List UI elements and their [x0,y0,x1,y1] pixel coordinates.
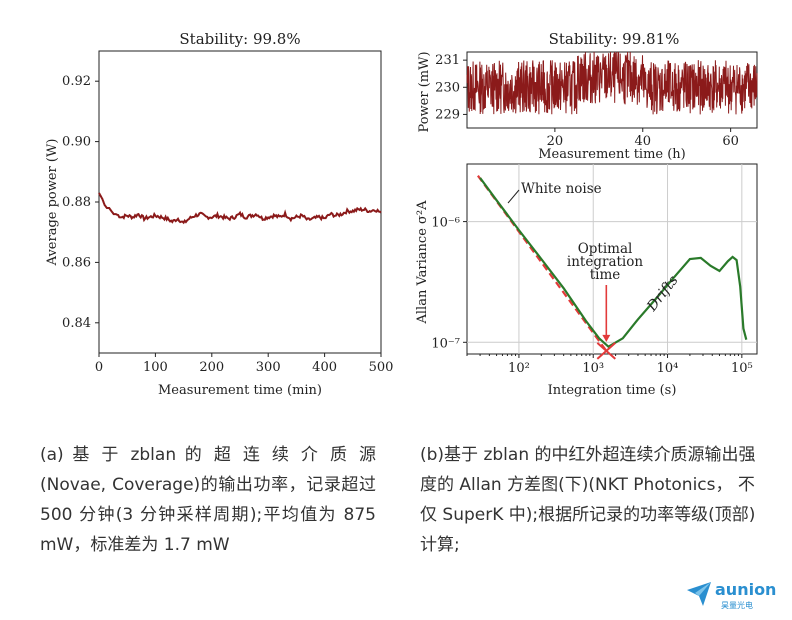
chart-a-x-tick-label: 400 [312,360,337,375]
chart-c-plot-frame [466,163,758,355]
chart-a: Stability: 99.8% 0 100 200 300 400 500 0.840.… [45,30,393,398]
chart-b-top-y-ticks: 229 230 231 [435,53,467,122]
chart-c-x-tick-label: 10⁵ [731,361,753,376]
chart-b-top-ylabel: Power (mW) [417,51,432,132]
aunion-logo-subtext: 昊量光电 [721,600,753,610]
chart-c-x-tick-label: 10³ [582,361,604,376]
chart-c-ylabel: Allan Variance σ²A [415,200,430,325]
chart-c-annotation-optimal: Optimal [578,241,633,257]
chart-a-plot-frame [98,50,382,354]
chart-a-x-tick-label: 500 [369,360,394,375]
caption-b: (b)基于 zblan 的中红外超连续介质源输出强度的 Allan 方差图(下)… [420,445,756,555]
chart-b-top-y-tick-label: 230 [435,80,460,95]
chart-c-annotation-white-noise: White noise [521,181,602,197]
chart-a-ylabel: Average power (W) [45,139,60,267]
chart-a-x-tick-label: 0 [95,360,103,375]
chart-a-series-line [98,192,382,225]
chart-c: 10² 10³ 10⁴ 10⁵ 10⁻⁷ 10⁻⁶ White noise Optima… [415,163,758,398]
figure-canvas: Stability: 99.8% 0 100 200 300 400 500 0.840.… [45,30,758,398]
chart-a-x-tick-label: 200 [199,360,224,375]
chart-a-y-tick-label: 0.88 [62,195,91,210]
chart-c-x-ticks: 10² 10³ 10⁴ 10⁵ [466,354,753,376]
chart-c-x-tick-label: 10² [508,361,530,376]
chart-b-top-x-tick-label: 60 [722,134,739,149]
chart-c-optimal-x-stroke [596,342,616,360]
chart-b-top-x-tick-label: 20 [547,134,564,149]
chart-b-top: Stability: 99.81% 20 40 60 229 230 231 Measu… [417,30,758,162]
chart-b-top-xlabel: Measurement time (h) [538,147,686,162]
chart-c-x-tick-label: 10⁴ [657,361,679,376]
chart-b-top-title: Stability: 99.81% [549,30,680,48]
chart-c-annotation-drifts: Drifts [643,273,681,315]
chart-b-top-y-tick-label: 231 [435,53,460,68]
aunion-logo: aunion 昊量光电 [685,578,785,612]
chart-b-top-y-tick-label: 229 [435,107,460,122]
chart-b-top-series-line [466,51,758,115]
aunion-logo-text: aunion [715,580,776,599]
chart-c-xlabel: Integration time (s) [548,383,677,398]
chart-a-x-ticks: 0 100 200 300 400 500 [95,353,394,375]
chart-c-y-tick-label: 10⁻⁷ [431,336,460,351]
chart-c-y-tick-label: 10⁻⁶ [431,216,460,231]
chart-c-annotation-integration: integration [567,254,643,270]
caption-a: (a) 基 于 zblan 的 超 连 续 介 质 源(Novae, Cover… [40,445,376,555]
chart-b-top-x-ticks: 20 40 60 [547,128,739,149]
chart-a-x-tick-label: 100 [143,360,168,375]
chart-a-y-ticks: 0.84 0.86 0.88 0.90 0.92 [62,74,99,331]
chart-b-top-x-tick-label: 40 [634,134,651,149]
chart-c-white-noise-pointer [507,189,520,204]
chart-a-y-tick-label: 0.90 [62,135,91,150]
chart-a-x-tick-label: 300 [256,360,281,375]
aunion-logo-mark: aunion 昊量光电 [687,580,776,610]
chart-c-y-ticks: 10⁻⁷ 10⁻⁶ [431,216,467,351]
chart-c-annotation-time: time [590,267,621,283]
chart-a-y-tick-label: 0.92 [62,74,91,89]
chart-c-grid [467,164,757,354]
chart-c-series-line [479,177,748,349]
chart-a-title: Stability: 99.8% [179,30,300,48]
chart-a-y-tick-label: 0.86 [62,255,91,270]
chart-a-y-tick-label: 0.84 [62,316,91,331]
chart-a-xlabel: Measurement time (min) [158,383,322,398]
